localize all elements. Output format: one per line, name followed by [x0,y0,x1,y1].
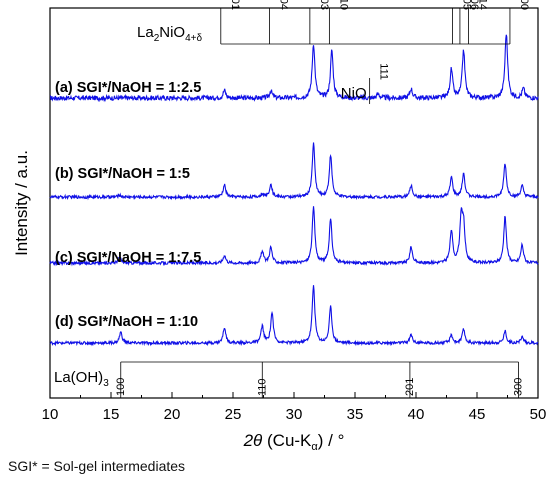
ref-hkl-label: 200 [518,0,530,10]
series-label-2: (b) SGI*/NaOH = 1:5 [55,166,190,182]
footnote: SGI* = Sol-gel intermediates [8,458,186,474]
x-tick-label: 25 [225,406,242,423]
x-tick-label: 20 [164,406,181,423]
ref-hkl-label: 004 [278,0,290,10]
pattern-line-2 [49,142,539,201]
x-tick-label: 40 [408,406,425,423]
ref-hkl-label: 114 [476,0,488,10]
x-tick-label: 10 [42,406,59,423]
x-tick-label: 45 [469,406,486,423]
ref-hkl-label: 101 [229,0,241,10]
x-tick-label: 30 [286,406,303,423]
x-tick-label: 15 [103,406,120,423]
ref-phase-laoh3: La(OH)3 [54,369,109,389]
series-label-3: (c) SGI*/NaOH = 1:7.5 [55,250,201,266]
ref-hkl-label: 110 [256,378,268,396]
series-label-4: (d) SGI*/NaOH = 1:10 [55,314,198,330]
pattern-line-4 [49,285,539,347]
ref-hkl-label: 111 [378,63,390,80]
x-axis-label: 2θ (Cu-Kα) / ° [243,431,345,453]
ref-hkl-label: 006 [468,0,480,10]
series-label-1: (a) SGI*/NaOH = 1:2.5 [55,80,201,96]
reference-nio: 111 NiO [341,63,390,104]
ref-hkl-label: 110 [337,0,349,10]
ref-hkl-label: 103 [318,0,330,10]
ref-hkl-label: 300 [512,378,524,396]
ref-hkl-label: 100 [115,378,127,396]
ref-phase-nio: NiO [341,85,367,102]
ref-phase-la2nio4: La2NiO4+δ [137,24,202,44]
x-tick-label: 35 [347,406,364,423]
ref-hkl-label: 105 [461,0,473,10]
reference-laoh3: 100 110 201 300 La(OH)3 [54,361,524,398]
pattern-line-3 [49,206,539,267]
y-axis-label: Intensity / a.u. [12,150,31,256]
x-tick-label: 50 [530,406,547,423]
ref-hkl-label: 201 [404,378,416,396]
pattern-line-1 [49,34,539,103]
